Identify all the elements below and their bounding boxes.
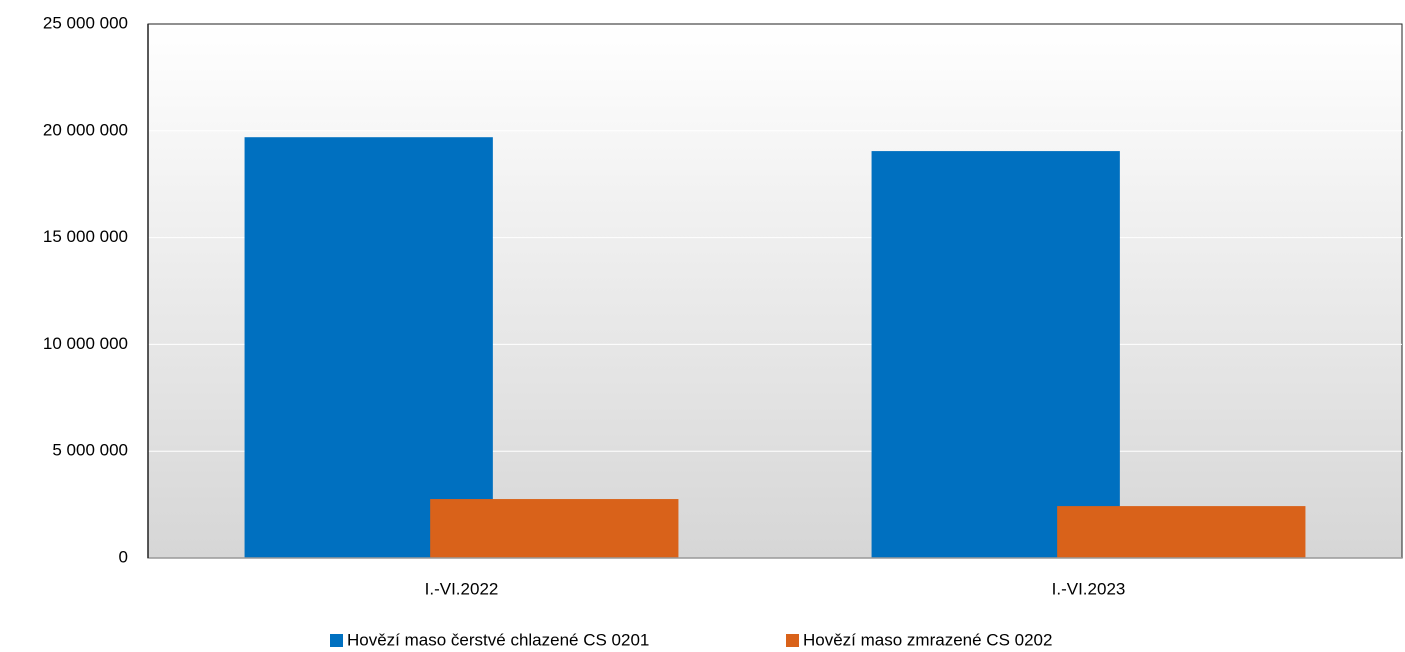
- x-tick-label: I.-VI.2022: [425, 579, 499, 598]
- bar: [1057, 506, 1306, 558]
- y-tick-label: 20 000 000: [43, 120, 128, 139]
- legend-label: Hovězí maso zmrazené CS 0202: [803, 630, 1052, 649]
- y-tick-label: 10 000 000: [43, 334, 128, 353]
- x-tick-label: I.-VI.2023: [1052, 579, 1126, 598]
- y-tick-label: 5 000 000: [52, 441, 128, 460]
- legend-swatch: [786, 634, 799, 647]
- y-tick-label: 25 000 000: [43, 13, 128, 32]
- legend-label: Hovězí maso čerstvé chlazené CS 0201: [347, 630, 649, 649]
- bar: [430, 499, 679, 558]
- legend-swatch: [330, 634, 343, 647]
- y-tick-label: 15 000 000: [43, 227, 128, 246]
- bar: [871, 151, 1120, 559]
- bar: [244, 137, 493, 558]
- y-tick-label: 0: [119, 547, 128, 566]
